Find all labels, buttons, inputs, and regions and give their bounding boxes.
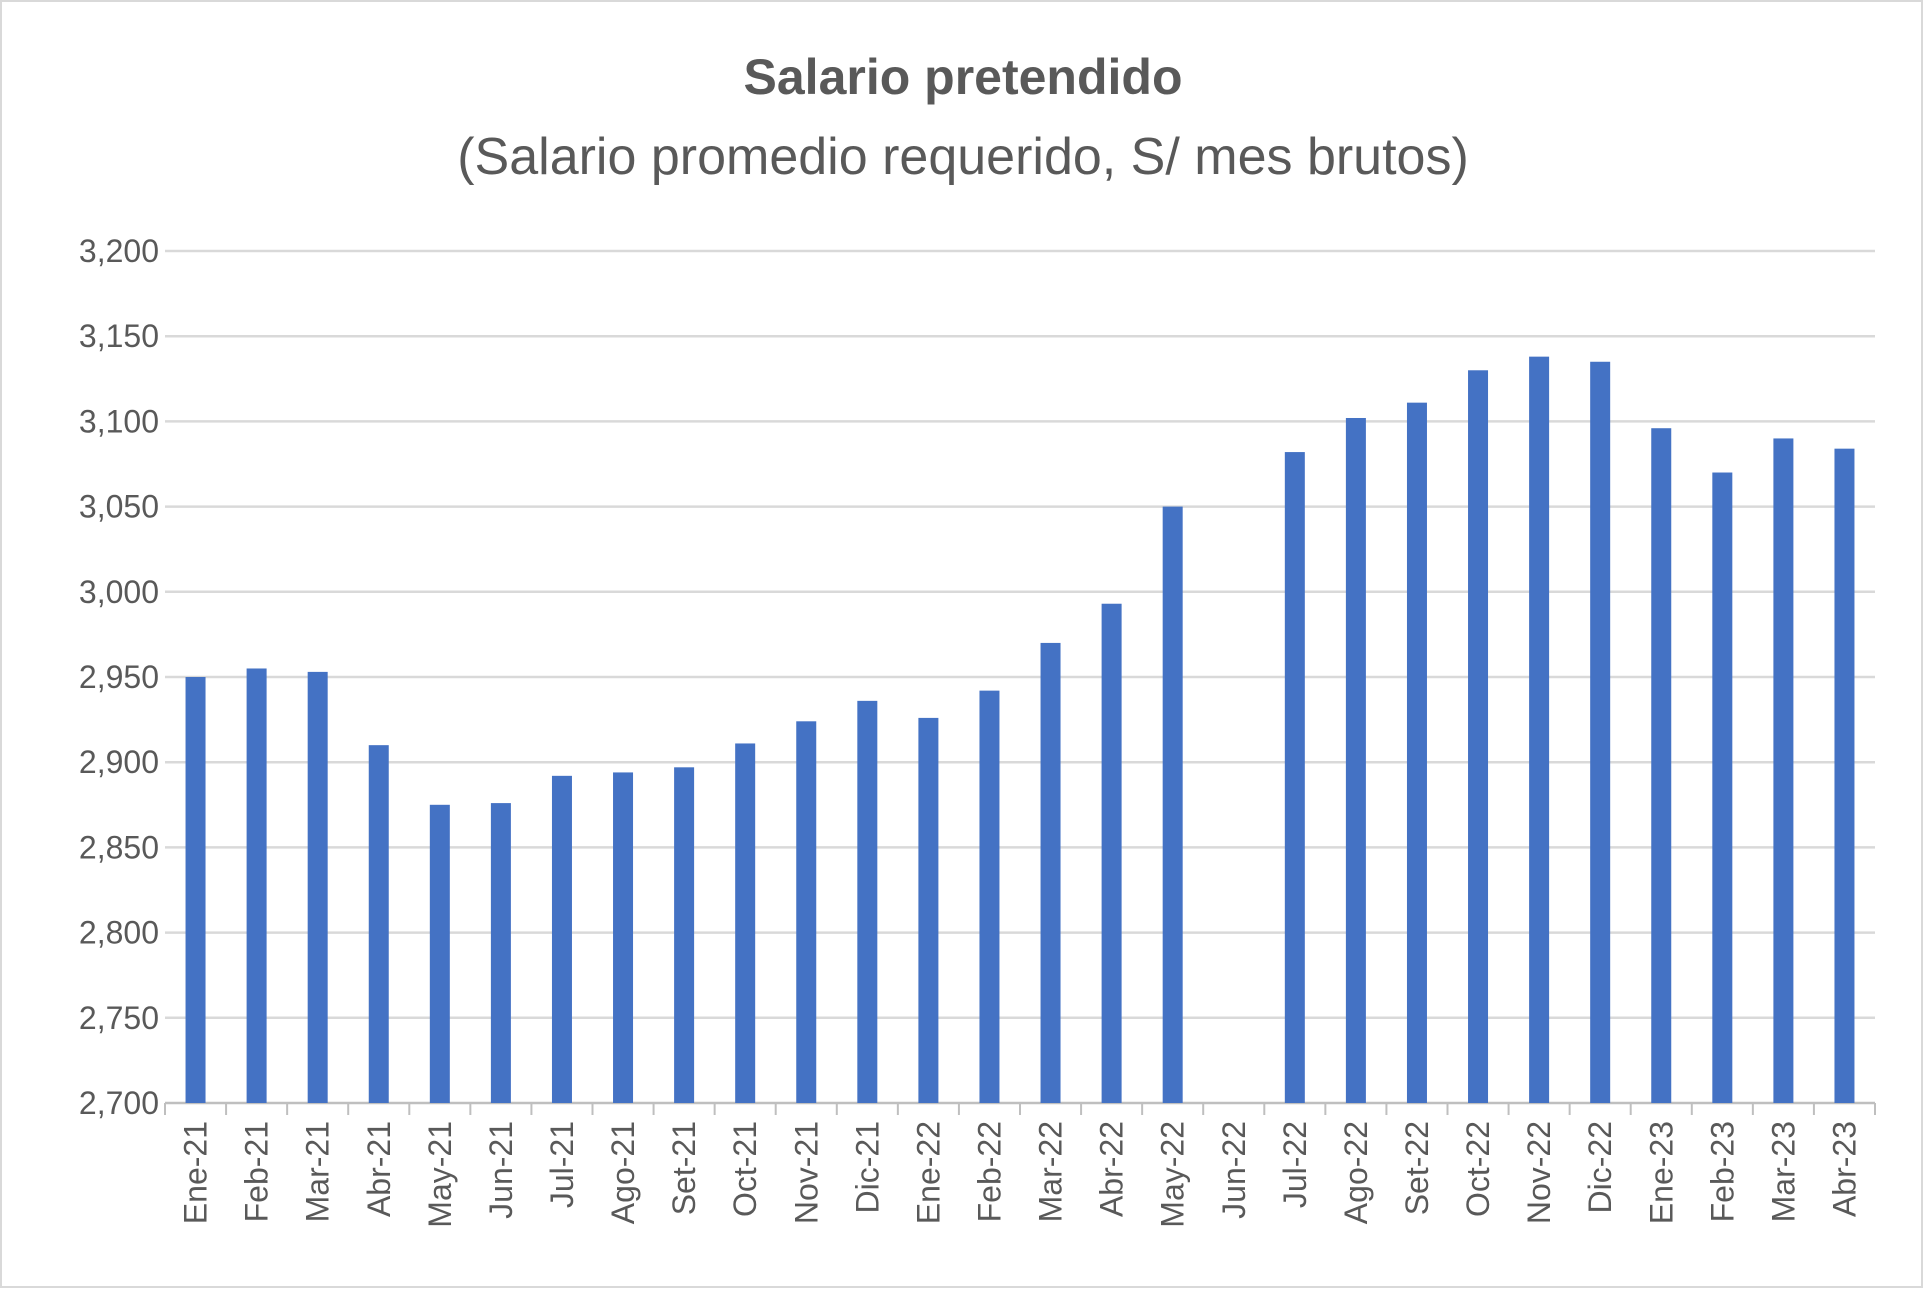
bar-Nov-22 (1529, 356, 1550, 1103)
y-tick-label: 3,200 (79, 233, 159, 269)
bar-Ago-22 (1345, 417, 1366, 1103)
x-tick-label: Nov-22 (1521, 1121, 1557, 1224)
y-tick-label: 2,900 (79, 744, 159, 780)
x-tick-label: Ene-22 (910, 1121, 946, 1224)
x-tick-label: Dic-22 (1582, 1121, 1618, 1213)
bar-Nov-21 (796, 721, 817, 1103)
bar-Jul-21 (551, 775, 572, 1103)
x-tick-label: Feb-22 (971, 1121, 1007, 1222)
bar-Dic-21 (857, 700, 878, 1103)
bar-Dic-22 (1590, 361, 1611, 1103)
y-tick-label: 3,150 (79, 318, 159, 354)
x-tick-label: May-22 (1155, 1121, 1191, 1228)
bar-Mar-23 (1773, 438, 1794, 1103)
bar-Feb-23 (1712, 472, 1733, 1103)
x-tick-label: Abr-21 (361, 1121, 397, 1217)
x-tick-label: Ene-23 (1643, 1121, 1679, 1224)
x-tick-label: Oct-22 (1460, 1121, 1496, 1217)
x-tick-label: Jun-22 (1216, 1121, 1252, 1219)
x-tick-label: Abr-23 (1826, 1121, 1862, 1217)
x-tick-label: Feb-21 (239, 1121, 275, 1222)
bar-Oct-22 (1468, 370, 1489, 1103)
x-tick-label: Oct-21 (727, 1121, 763, 1217)
x-tick-label: Mar-23 (1765, 1121, 1801, 1222)
x-tick-label: May-21 (422, 1121, 458, 1228)
bar-Abr-21 (368, 745, 389, 1103)
y-tick-label: 3,050 (79, 489, 159, 525)
bar-Mar-22 (1040, 642, 1061, 1103)
x-tick-label: Ago-22 (1338, 1121, 1374, 1224)
bar-Ago-21 (613, 772, 634, 1103)
bar-Ene-21 (185, 677, 206, 1103)
x-tick-label: Ene-21 (178, 1121, 214, 1224)
y-tick-label: 2,750 (79, 1000, 159, 1036)
x-tick-label: Set-21 (666, 1121, 702, 1215)
chart-title: Salario pretendido (744, 49, 1183, 105)
bar-Ene-22 (918, 717, 939, 1103)
bar-Ene-23 (1651, 428, 1672, 1103)
bar-Feb-22 (979, 690, 1000, 1103)
bar-Jul-22 (1284, 452, 1305, 1103)
x-tick-label: Feb-23 (1704, 1121, 1740, 1222)
x-tick-label: Jul-22 (1277, 1121, 1313, 1208)
x-tick-label: Mar-21 (300, 1121, 336, 1222)
bar-Jun-21 (490, 803, 511, 1103)
x-tick-label: Nov-21 (788, 1121, 824, 1224)
y-tick-label: 3,000 (79, 574, 159, 610)
bar-Abr-23 (1834, 448, 1855, 1103)
bar-May-22 (1162, 506, 1183, 1104)
bar-May-21 (429, 804, 450, 1103)
x-tick-label: Jul-21 (544, 1121, 580, 1208)
x-tick-label: Jun-21 (483, 1121, 519, 1219)
x-tick-label: Dic-21 (849, 1121, 885, 1213)
bar-Abr-22 (1101, 603, 1122, 1103)
bar-Mar-21 (307, 671, 328, 1103)
bar-Set-22 (1406, 402, 1427, 1103)
y-tick-label: 2,850 (79, 829, 159, 865)
x-tick-label: Abr-22 (1094, 1121, 1130, 1217)
x-tick-label: Ago-21 (605, 1121, 641, 1224)
y-tick-label: 2,700 (79, 1085, 159, 1121)
y-tick-label: 2,800 (79, 915, 159, 951)
y-tick-label: 3,100 (79, 403, 159, 439)
chart-subtitle: (Salario promedio requerido, S/ mes brut… (457, 128, 1469, 186)
bar-Set-21 (674, 767, 695, 1103)
bar-Feb-21 (246, 668, 267, 1103)
bar-Oct-21 (735, 743, 756, 1103)
x-tick-label: Set-22 (1399, 1121, 1435, 1215)
y-tick-label: 2,950 (79, 659, 159, 695)
x-tick-label: Mar-22 (1033, 1121, 1069, 1222)
